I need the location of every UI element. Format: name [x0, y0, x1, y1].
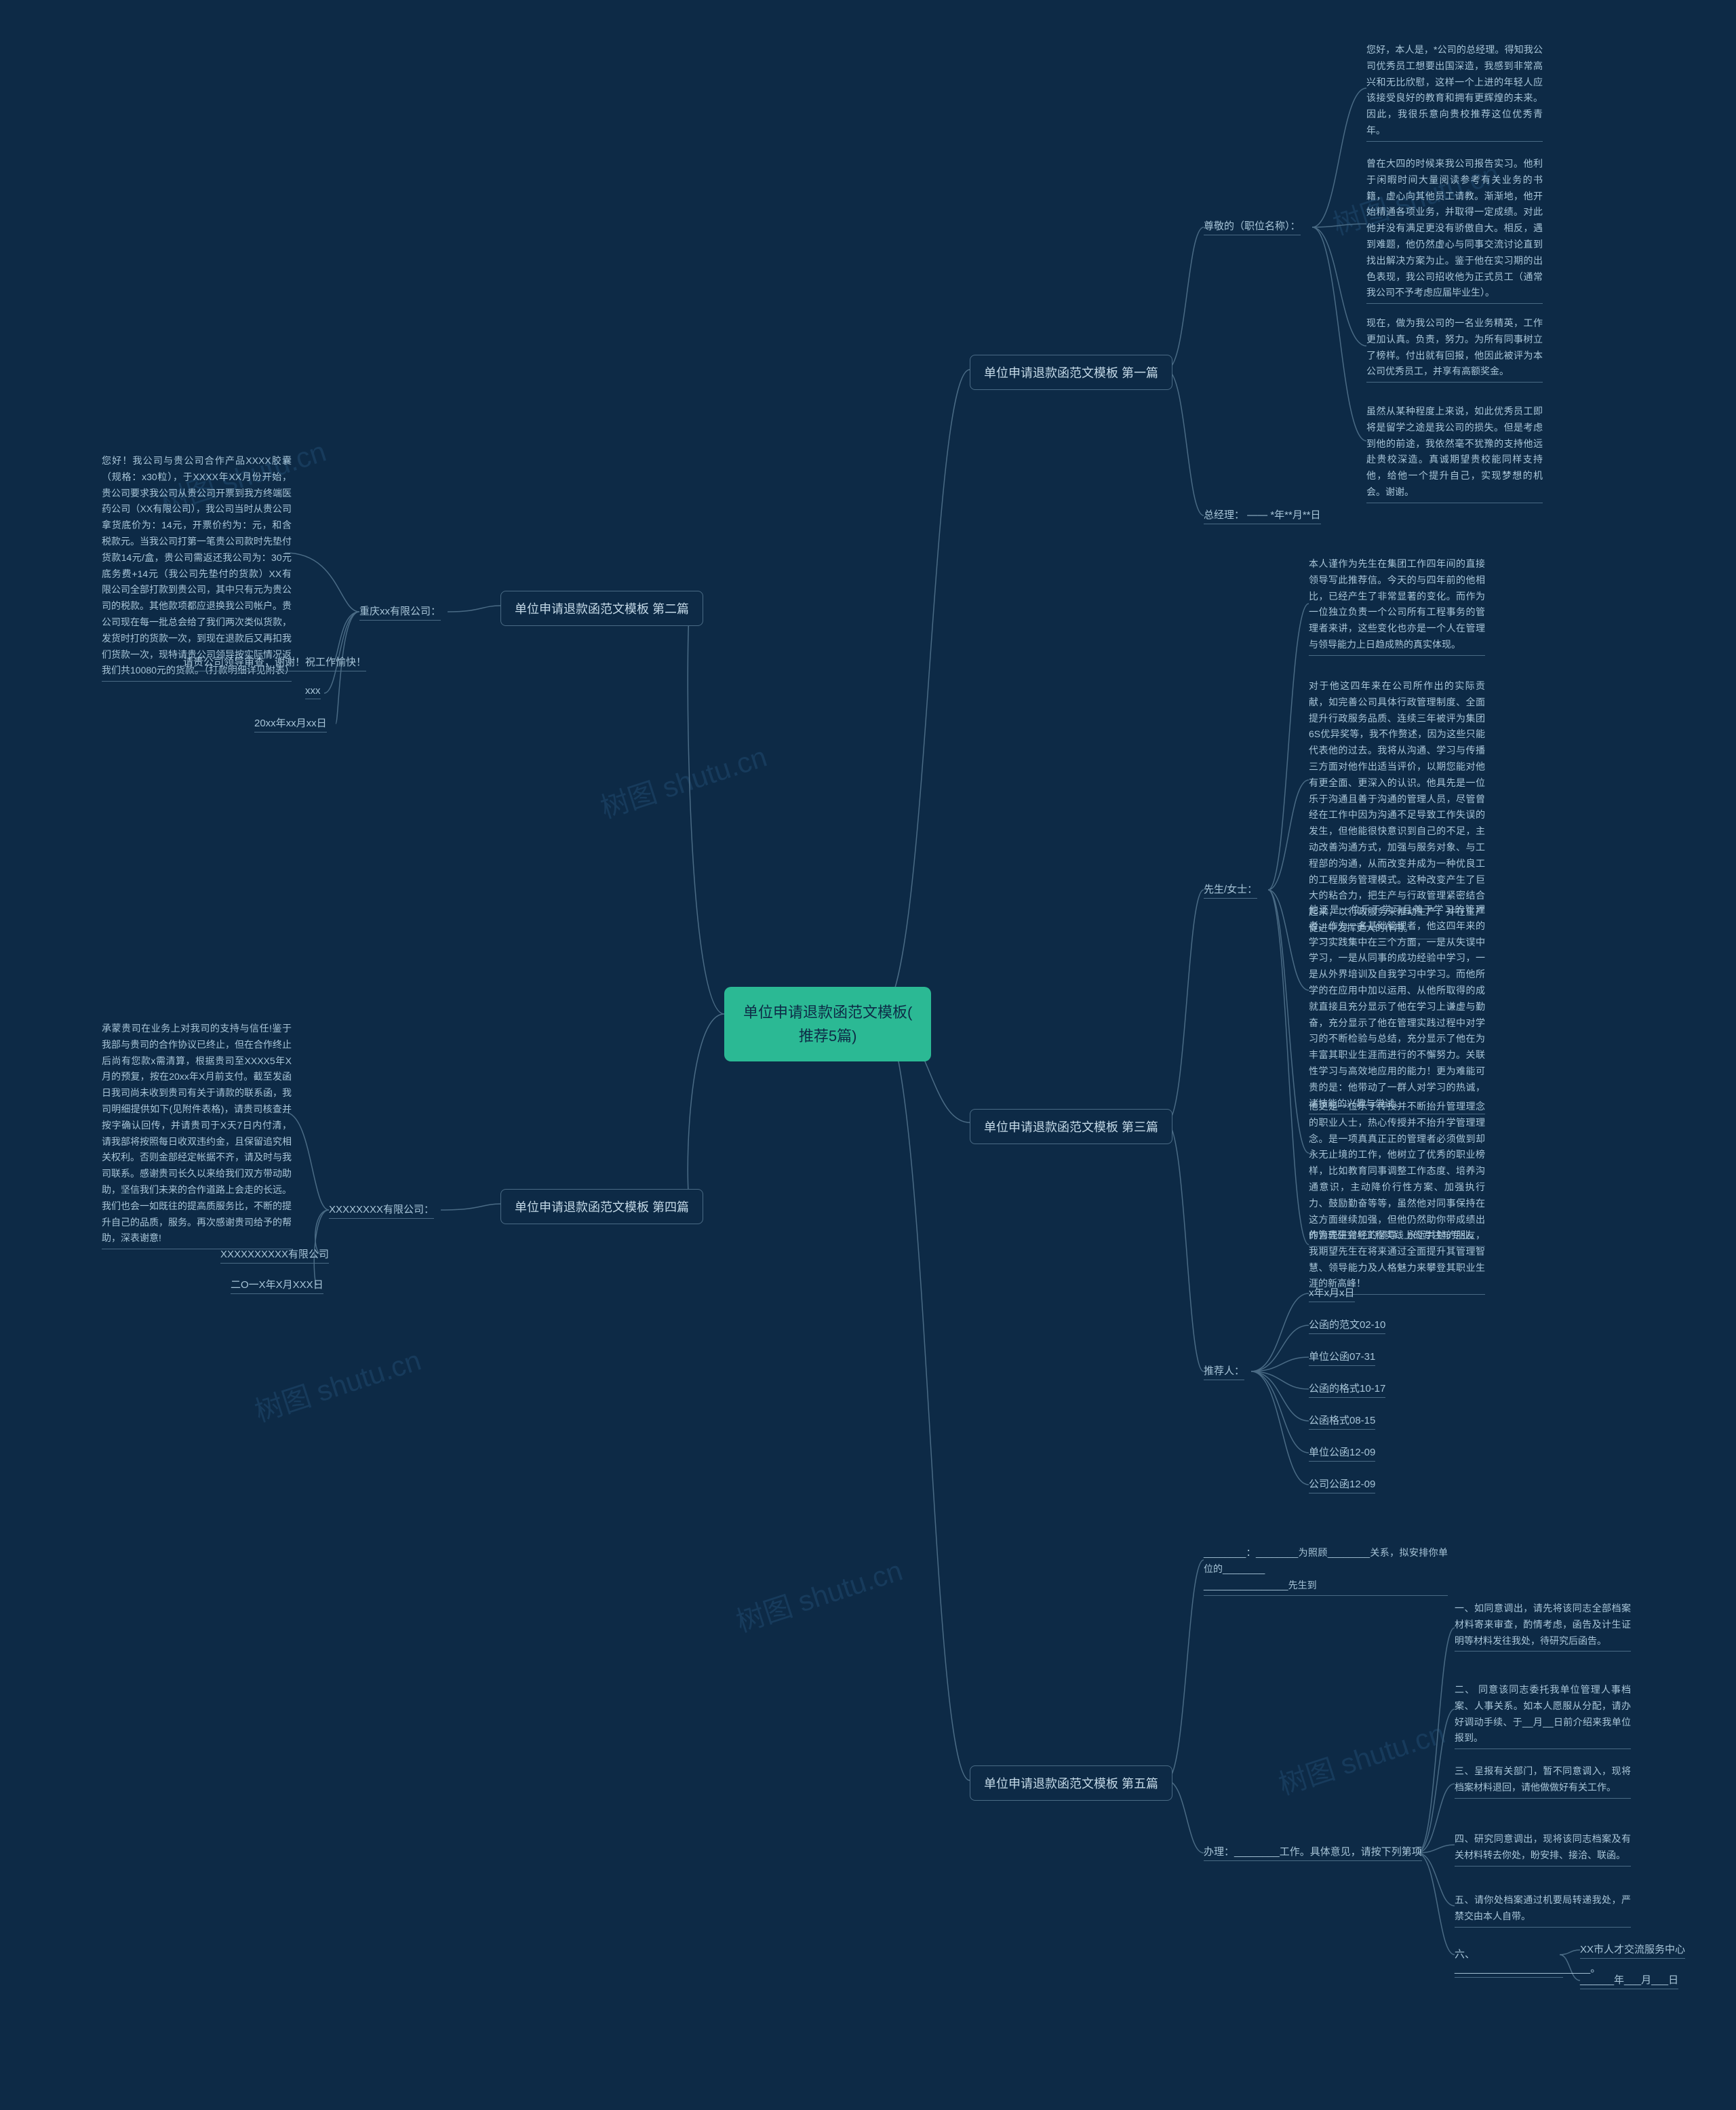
branch-1[interactable]: 单位申请退款函范文模板 第一篇: [970, 355, 1172, 390]
b2-leaf: 请贵公司领导审查，谢谢！祝工作愉快！: [183, 655, 366, 671]
b3-leaf: 公函的范文02-10: [1309, 1317, 1385, 1334]
b5-sub-2[interactable]: 办理：________工作。具体意见，请按下列第项: [1204, 1844, 1422, 1861]
b4-leaf: 二O一X年X月XXX日: [231, 1277, 323, 1294]
b3-leaf: x年x月x日: [1309, 1285, 1355, 1302]
b1-leaf: 曾在大四的时候来我公司报告实习。他利于闲暇时间大量阅读参考有关业务的书籍，虚心向…: [1366, 156, 1543, 304]
b1-leaf: 现在，做为我公司的一名业务精英，工作更加认真。负责，努力。为所有同事树立了榜样。…: [1366, 315, 1543, 383]
b2-sub[interactable]: 重庆xx有限公司：: [359, 604, 441, 621]
b3-leaf: 公函格式08-15: [1309, 1413, 1375, 1430]
branch-4[interactable]: 单位申请退款函范文模板 第四篇: [500, 1189, 703, 1224]
watermark: 树图 shutu.cn: [249, 1337, 426, 1430]
b3-leaf: 单位公函12-09: [1309, 1445, 1375, 1462]
b4-sub[interactable]: XXXXXXXX有限公司：: [329, 1202, 434, 1219]
b5-sub-1[interactable]: ________：________为照顾________关系，拟安排你单位的__…: [1204, 1545, 1448, 1596]
watermark: 树图 shutu.cn: [1273, 1711, 1450, 1803]
b4-leaf: XXXXXXXXXX有限公司: [220, 1247, 329, 1264]
b3-leaf: 本人谨作为先生在集团工作四年间的直接领导写此推荐信。今天的与四年前的他相比，已经…: [1309, 556, 1485, 656]
b5-footer: XX市人才交流服务中心: [1580, 1942, 1685, 1959]
b5-leaf: 三、呈报有关部门，暂不同意调入，现将档案材料退回，请他做做好有关工作。: [1455, 1763, 1631, 1799]
b2-leaf: 20xx年xx月xx日: [254, 716, 327, 732]
branch-3[interactable]: 单位申请退款函范文模板 第三篇: [970, 1109, 1172, 1144]
b1-leaf: 虽然从某种程度上来说，如此优秀员工即将是留学之途是我公司的损失。但是考虑到他的前…: [1366, 404, 1543, 503]
b3-sub-2[interactable]: 推荐人：: [1204, 1363, 1244, 1380]
b5-leaf: 四、研究同意调出，现将该同志档案及有关材料转去你处，盼安排、接洽、联函。: [1455, 1831, 1631, 1867]
b1-sub-1[interactable]: 尊敬的（职位名称）：: [1204, 218, 1301, 235]
b4-leaf: 承蒙贵司在业务上对我司的支持与信任!鉴于我部与贵司的合作协议已终止，但在合作终止…: [102, 1021, 292, 1249]
branch-2[interactable]: 单位申请退款函范文模板 第二篇: [500, 591, 703, 626]
b2-leaf: 您好！我公司与贵公司合作产品XXXX胶囊（规格：x30粒），于XXXX年XX月份…: [102, 453, 292, 682]
b5-leaf: 六、________________________。: [1455, 1947, 1563, 1978]
b5-leaf: 一、如同意调出，请先将该同志全部档案材料寄来审查，酌情考虑，函告及计生证明等材料…: [1455, 1601, 1631, 1652]
b5-leaf: 五、请你处档案通过机要局转递我处，严禁交由本人自带。: [1455, 1892, 1631, 1928]
b3-sub-1[interactable]: 先生/女士：: [1204, 882, 1257, 899]
b1-leaf: 您好，本人是，*公司的总经理。得知我公司优秀员工想要出国深造，我感到非常高兴和无…: [1366, 42, 1543, 142]
watermark: 树图 shutu.cn: [730, 1548, 907, 1641]
b3-leaf: 他更是一位乐于传授并不断抬升管理理念的职业人士，热心传授并不抬升学管理理念。是一…: [1309, 1099, 1485, 1247]
b3-leaf: 公函的格式10-17: [1309, 1381, 1385, 1398]
b3-leaf: 公司公函12-09: [1309, 1477, 1375, 1493]
center-node[interactable]: 单位申请退款函范文模板( 推荐5篇): [724, 987, 931, 1061]
branch-5[interactable]: 单位申请退款函范文模板 第五篇: [970, 1765, 1172, 1801]
b3-leaf: 对于他这四年来在公司所作出的实际贡献，如完善公司具体行政管理制度、全面提升行政服…: [1309, 678, 1485, 939]
b5-leaf: 二、 同意该同志委托我单位管理人事档案、人事关系。如本人愿服从分配，请办好调动手…: [1455, 1682, 1631, 1749]
watermark: 树图 shutu.cn: [595, 734, 772, 827]
b5-footer: ______年___月___日: [1580, 1972, 1678, 1989]
b1-sub-2[interactable]: 总经理： —— *年**月**日: [1204, 507, 1321, 524]
b2-leaf: xxx: [305, 685, 321, 699]
b3-leaf: 单位公函07-31: [1309, 1349, 1375, 1366]
b3-leaf: 他还是一位乐于学习且善于学习的管理者。作为一名基础管理者，他这四年来的学习实践集…: [1309, 902, 1485, 1114]
